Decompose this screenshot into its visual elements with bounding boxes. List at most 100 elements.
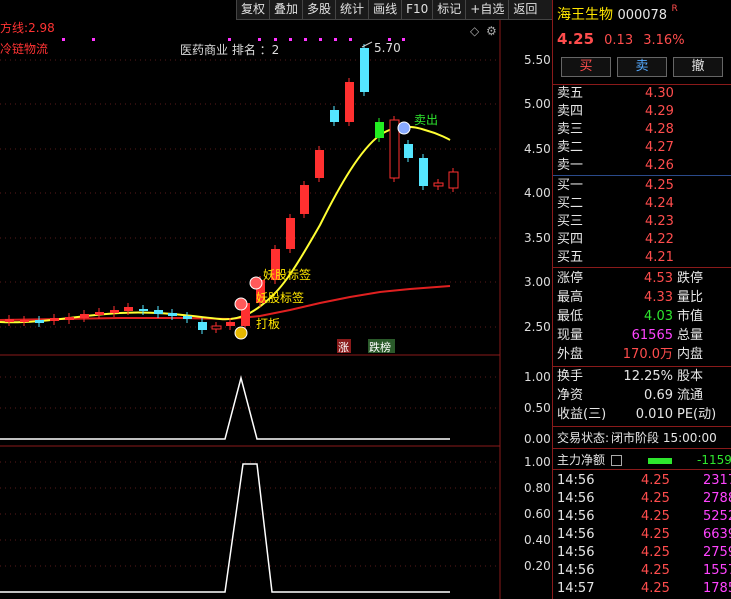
toolbar-f10[interactable]: F10 — [401, 0, 432, 19]
cancel-button[interactable]: 撤 — [673, 57, 723, 77]
toolbar-duogu[interactable]: 多股 — [302, 0, 335, 19]
ask-price: 4.28 — [645, 122, 674, 137]
candle — [226, 322, 235, 326]
tag-zhang[interactable]: 涨 — [337, 339, 351, 354]
stat-value: 170.0万 — [622, 347, 673, 362]
toolbar-huaxian[interactable]: 画线 — [368, 0, 401, 19]
tick-time: 14:56 — [557, 491, 595, 506]
bid-row[interactable]: 买四 4.22 — [557, 231, 729, 249]
stat-label: 最低 — [557, 309, 584, 324]
bid-price: 4.21 — [645, 250, 674, 265]
tick-volume: 1557 — [703, 563, 731, 578]
finance-label: PE(动) — [677, 407, 717, 422]
money-bag-icon — [234, 326, 248, 340]
candle — [183, 316, 192, 319]
bid-row[interactable]: 买五 4.21 — [557, 249, 729, 267]
demon-tag-icon — [249, 276, 263, 290]
stock-flag: R — [671, 4, 678, 14]
tick-price: 4.25 — [641, 527, 670, 542]
candle — [256, 280, 265, 303]
ask-label: 卖五 — [557, 86, 584, 101]
price-axis: 5.50 5.00 4.50 4.00 3.50 3.00 2.50 — [524, 53, 551, 334]
ask-label: 卖二 — [557, 140, 584, 155]
sell-button[interactable]: 卖 — [617, 57, 667, 77]
stat-label: 内盘 — [677, 347, 704, 362]
stat-label: 量比 — [677, 290, 704, 305]
price-tick: 5.00 — [524, 97, 551, 111]
toolbar-add-watchlist[interactable]: +自选 — [465, 0, 508, 19]
tick-row: 14:56 4.25 6639 — [557, 526, 731, 544]
quote-panel: 海王生物 000078 R 4.25 0.13 3.16% 买 卖 撤 卖五 4.… — [552, 0, 731, 599]
ask-row[interactable]: 卖一 4.26 — [557, 157, 729, 175]
indicator-tick: 0.00 — [524, 432, 551, 446]
demon-tag-label: 妖股标签 — [263, 267, 311, 282]
candle — [330, 110, 339, 122]
finance-value: 12.25% — [623, 369, 673, 384]
candlestick-chart[interactable]: 5.50 5.00 4.50 4.00 3.50 3.00 2.50 1.00 … — [0, 0, 552, 599]
tick-price: 4.25 — [641, 491, 670, 506]
price-tick: 4.00 — [524, 186, 551, 200]
indicator-tick: 0.20 — [524, 559, 551, 573]
finance-label: 股本 — [677, 369, 704, 384]
candle — [389, 119, 400, 179]
candle — [80, 314, 89, 318]
finance-value: 0.010 — [635, 407, 673, 422]
toolbar-tongji[interactable]: 统计 — [335, 0, 368, 19]
ask-row[interactable]: 卖五 4.30 — [557, 85, 729, 103]
finance-label: 换手 — [557, 369, 584, 384]
flow-bar — [647, 457, 672, 464]
demon-tag-icon — [234, 297, 248, 311]
indicator-tick: 0.80 — [524, 481, 551, 495]
toolbar-biaoji[interactable]: 标记 — [432, 0, 465, 19]
bid-row[interactable]: 买一 4.25 — [557, 177, 729, 195]
stat-label: 最高 — [557, 290, 584, 305]
ask-row[interactable]: 卖三 4.28 — [557, 121, 729, 139]
buy-button[interactable]: 买 — [561, 57, 611, 77]
indicator-tick: 0.50 — [524, 401, 551, 415]
diamond-icon[interactable]: ◇ — [470, 24, 480, 38]
tick-price: 4.25 — [641, 545, 670, 560]
stat-value: 4.33 — [644, 290, 673, 305]
candle — [419, 158, 428, 186]
bid-price: 4.22 — [645, 232, 674, 247]
toolbar-fuquan[interactable]: 复权 — [236, 0, 269, 19]
stat-row: 外盘 170.0万 内盘 — [557, 346, 729, 364]
candle — [448, 171, 459, 189]
svg-text:涨: 涨 — [338, 341, 349, 354]
svg-text:跌榜: 跌榜 — [369, 340, 391, 354]
settings-icon[interactable]: ⚙ — [486, 24, 497, 38]
stat-row: 现量 61565 总量 — [557, 327, 729, 345]
toolbar-back[interactable]: 返回 — [508, 0, 541, 19]
demon-tag-2: 妖股标签 — [234, 290, 304, 311]
candle — [139, 309, 148, 311]
finance-label: 收益(三) — [557, 407, 607, 422]
indicator1-axis: 1.00 0.50 0.00 — [524, 370, 551, 446]
indicator-tick: 1.00 — [524, 370, 551, 384]
candle — [124, 307, 133, 311]
stat-label: 涨停 — [557, 271, 584, 286]
tick-price: 4.25 — [641, 473, 670, 488]
ask-row[interactable]: 卖四 4.29 — [557, 103, 729, 121]
trade-status: 交易状态: 闭市阶段 15:00:00 — [557, 431, 717, 445]
ask-label: 卖三 — [557, 122, 584, 137]
ask-row[interactable]: 卖二 4.27 — [557, 139, 729, 157]
toolbar-diejia[interactable]: 叠加 — [269, 0, 302, 19]
price-tick: 3.00 — [524, 275, 551, 289]
tag-diebang[interactable]: 跌榜 — [368, 339, 395, 354]
sell-signal-label: 卖出 — [414, 113, 438, 127]
sell-signal-icon — [397, 121, 411, 135]
list-icon[interactable] — [610, 455, 622, 466]
bid-row[interactable]: 买三 4.23 — [557, 213, 729, 231]
candle — [433, 182, 444, 187]
finance-value: 0.69 — [644, 388, 673, 403]
indicator-tick: 0.40 — [524, 533, 551, 547]
bid-label: 买五 — [557, 250, 584, 265]
tick-volume: 5252 — [703, 509, 731, 524]
sell-signal: 卖出 — [397, 113, 438, 135]
ask-price: 4.29 — [645, 104, 674, 119]
tick-volume: 2788 — [703, 491, 731, 506]
candle — [168, 313, 177, 316]
candle — [198, 322, 207, 330]
tick-time: 14:56 — [557, 473, 595, 488]
bid-row[interactable]: 买二 4.24 — [557, 195, 729, 213]
